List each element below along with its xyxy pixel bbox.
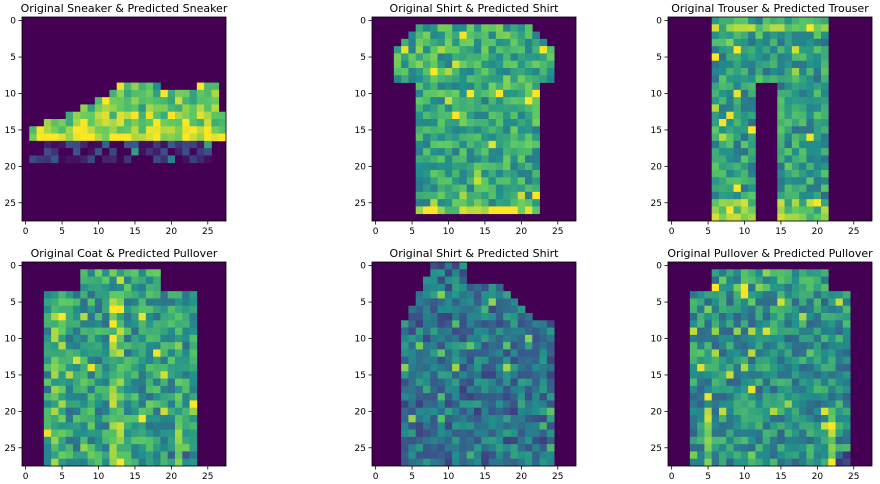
y-tick-label: 20: [5, 162, 17, 172]
y-tick-label: 15: [651, 126, 662, 136]
subplot-title: Original Coat & Predicted Pullover: [31, 247, 218, 260]
x-tick-label: 15: [479, 227, 490, 237]
axes-frame: [21, 16, 227, 222]
x-tick-label: 10: [443, 472, 455, 482]
y-tick-label: 5: [656, 53, 662, 63]
y-tick-label: 5: [10, 298, 16, 308]
x-tick-label: 5: [409, 227, 415, 237]
x-tick-label: 20: [812, 472, 824, 482]
y-tick-label: 10: [355, 335, 367, 345]
y-tick-label: 5: [10, 53, 16, 63]
subplot-title: Original Pullover & Predicted Pullover: [667, 247, 873, 260]
y-tick-label: 10: [5, 90, 17, 100]
x-tick-label: 0: [669, 227, 675, 237]
x-tick-label: 10: [739, 227, 751, 237]
x-tick-label: 0: [23, 227, 29, 237]
x-tick-label: 0: [23, 472, 29, 482]
subplot-3: Original Trouser & Predicted Trouser 0 5 10…: [651, 2, 873, 237]
x-tick-label: 0: [373, 227, 379, 237]
y-tick-label: 0: [360, 17, 366, 27]
axes-frame: [21, 261, 227, 467]
y-tick-label: 15: [5, 371, 16, 381]
image-pixels: [43, 269, 198, 467]
x-tick-label: 10: [739, 472, 751, 482]
y-tick-label: 20: [5, 407, 17, 417]
x-tick-label: 20: [516, 472, 528, 482]
y-tick-label: 20: [355, 407, 367, 417]
y-tick-label: 20: [651, 407, 663, 417]
x-tick-label: 5: [59, 227, 65, 237]
image-pixels: [401, 262, 555, 467]
image-pixels: [393, 24, 555, 215]
subplot-2: Original Shirt & Predicted Shirt 0 5 10 15 20…: [355, 2, 577, 237]
x-tick-label: 10: [93, 472, 105, 482]
y-tick-label: 25: [5, 199, 16, 209]
x-tick-label: 15: [775, 227, 786, 237]
y-tick-label: 25: [651, 444, 662, 454]
y-tick-label: 20: [651, 162, 663, 172]
y-tick-label: 15: [355, 126, 366, 136]
axes-frame: [667, 16, 873, 222]
y-tick-label: 0: [656, 262, 662, 272]
y-tick-label: 5: [360, 298, 366, 308]
subplot-title: Original Trouser & Predicted Trouser: [671, 2, 869, 15]
y-tick-label: 25: [355, 199, 366, 209]
x-tick-label: 25: [552, 227, 563, 237]
x-tick-label: 10: [93, 227, 105, 237]
y-tick-label: 10: [651, 335, 663, 345]
x-tick-label: 15: [775, 472, 786, 482]
y-tick-label: 5: [360, 53, 366, 63]
x-tick-label: 15: [479, 472, 490, 482]
x-tick-label: 5: [409, 472, 415, 482]
x-tick-label: 0: [669, 472, 675, 482]
x-tick-label: 5: [705, 227, 711, 237]
y-tick-label: 10: [355, 90, 367, 100]
y-tick-label: 10: [651, 90, 663, 100]
y-tick-label: 0: [10, 17, 16, 27]
image-pixels: [689, 269, 851, 467]
y-tick-label: 15: [355, 371, 366, 381]
x-tick-label: 25: [202, 472, 213, 482]
x-tick-label: 10: [443, 227, 455, 237]
y-tick-label: 25: [651, 199, 662, 209]
x-tick-label: 25: [848, 472, 859, 482]
subplot-title: Original Shirt & Predicted Shirt: [390, 2, 560, 15]
subplot-title: Original Shirt & Predicted Shirt: [390, 247, 560, 260]
image-pixels: [711, 17, 829, 222]
x-tick-label: 20: [812, 227, 824, 237]
y-tick-label: 25: [5, 444, 16, 454]
axes-frame: [371, 261, 577, 467]
y-tick-label: 15: [651, 371, 662, 381]
y-tick-label: 0: [10, 262, 16, 272]
x-tick-label: 25: [552, 472, 563, 482]
subplot-6: Original Pullover & Predicted Pullover 0 5…: [651, 247, 874, 482]
axes-frame: [371, 16, 577, 222]
x-tick-label: 25: [848, 227, 859, 237]
y-tick-label: 10: [5, 335, 17, 345]
x-tick-label: 20: [516, 227, 528, 237]
x-tick-label: 0: [373, 472, 379, 482]
x-tick-label: 20: [166, 227, 178, 237]
subplot-1: Original Sneaker & Predicted Sneaker 0 5 10…: [5, 2, 228, 237]
y-tick-label: 20: [355, 162, 367, 172]
x-tick-label: 15: [129, 472, 140, 482]
subplot-title: Original Sneaker & Predicted Sneaker: [21, 2, 228, 15]
x-tick-label: 15: [129, 227, 140, 237]
y-tick-label: 15: [5, 126, 16, 136]
y-tick-label: 25: [355, 444, 366, 454]
x-tick-label: 5: [705, 472, 711, 482]
x-tick-label: 25: [202, 227, 213, 237]
subplot-4: Original Coat & Predicted Pullover 0 5 10 15…: [5, 247, 227, 482]
axes-frame: [667, 261, 873, 467]
subplot-5: Original Shirt & Predicted Shirt 0 5 10 15 20…: [355, 247, 577, 482]
y-tick-label: 5: [656, 298, 662, 308]
image-pixels: [29, 82, 227, 164]
x-tick-label: 20: [166, 472, 178, 482]
y-tick-label: 0: [656, 17, 662, 27]
x-tick-label: 5: [59, 472, 65, 482]
y-tick-label: 0: [360, 262, 366, 272]
